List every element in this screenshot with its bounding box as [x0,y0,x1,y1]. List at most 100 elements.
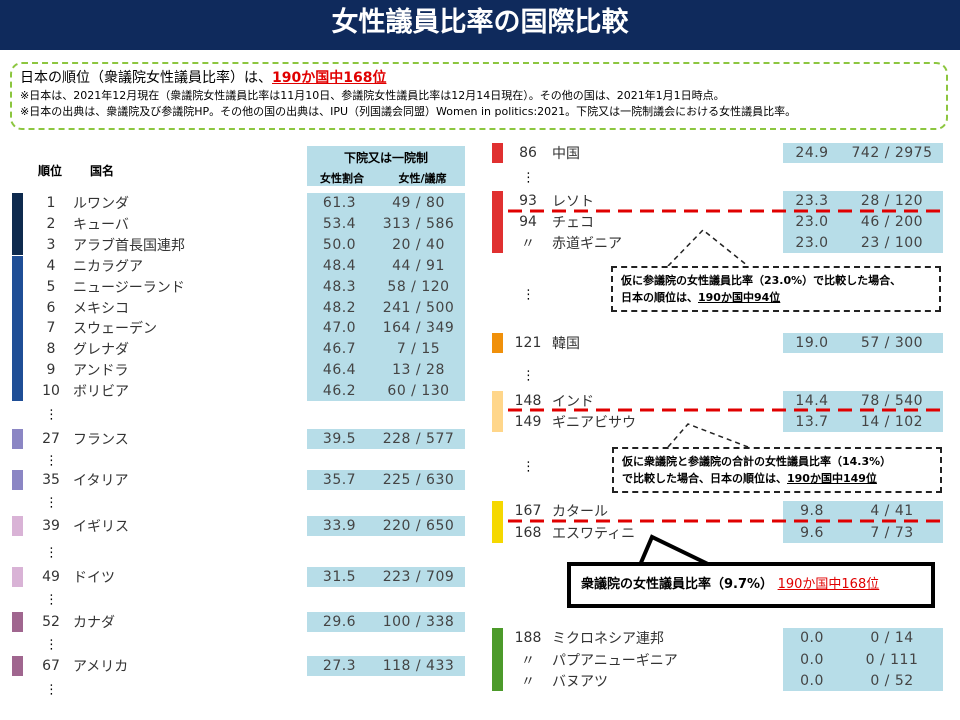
seats: 220 / 650 [382,518,455,534]
seats: 241 / 500 [382,300,455,316]
rank-bar [492,143,503,163]
ellipsis: ⋮ [45,453,58,469]
rank: 167 [514,503,542,519]
rank: 1 [46,195,56,211]
seats: 223 / 709 [382,569,455,585]
seats: 0 / 52 [870,673,914,689]
callout-rank: 190か国中168位 [777,577,880,592]
country: 赤道ギニア [552,236,622,252]
value-band [783,333,943,353]
ratio: 39.5 [322,431,357,447]
ratio: 27.3 [322,658,357,674]
red-lines [508,209,942,523]
rank: 10 [42,383,60,399]
ellipsis: ⋮ [522,170,535,186]
seats: 0 / 14 [870,630,914,646]
col-header: 順位 [38,164,63,178]
ellipsis: ⋮ [45,495,58,511]
rank-bar [12,516,23,536]
ratio: 13.7 [795,414,829,430]
lead-text: 日本の順位（衆議院女性議員比率）は、 [20,70,272,86]
ellipsis: ⋮ [522,368,535,384]
country: ニカラグア [73,259,143,275]
ratio: 53.4 [322,216,357,232]
col-header: 国名 [90,164,115,178]
rank: 52 [42,614,60,630]
country: イギリス [73,519,129,535]
country: エスワティニ [552,526,636,542]
value-band [307,612,465,632]
country: ギニアビサウ [552,415,636,431]
country: パプアニューギニア [552,653,678,669]
seats: 60 / 130 [387,383,450,399]
country: ルワンダ [73,196,129,212]
country: アンドラ [73,363,129,379]
country: バヌアツ [552,674,608,690]
country: カナダ [73,615,115,631]
rank-bar [492,191,503,253]
rank: 4 [46,258,56,274]
country: レソト [552,194,594,210]
col-header: 女性/議席 [398,172,447,185]
value-band [783,143,943,163]
ratio: 35.7 [322,472,357,488]
country: ミクロネシア連邦 [552,631,664,647]
value-band [307,516,465,536]
ellipsis: ⋮ [522,287,535,303]
pointer [667,228,749,267]
callout-rank: 190か国中149位 [787,472,877,485]
ratio: 29.6 [322,614,357,630]
seats: 742 / 2975 [851,145,933,161]
rank: 168 [514,525,542,541]
callout-text: 日本の順位は、 [621,291,698,304]
rank: 93 [519,193,537,209]
ratio: 61.3 [322,195,357,211]
ratio: 19.0 [795,335,829,351]
pointer [638,534,711,567]
value-band [783,191,943,253]
ratio: 14.4 [795,393,829,409]
rank: 39 [42,518,60,534]
seats: 78 / 540 [860,393,924,409]
ratio: 48.2 [322,300,357,316]
seats: 28 / 120 [860,193,924,209]
seats: 49 / 80 [392,195,445,211]
country: アラブ首長国連邦 [73,238,185,254]
rank-bar [492,501,503,543]
country: イタリア [73,473,129,489]
note: ※日本は、2021年12月現在（衆議院女性議員比率は11月10日、参議院女性議員… [20,89,725,102]
seats: 228 / 577 [382,431,455,447]
rank: 〃 [521,653,535,669]
rank-bar [12,193,23,255]
rank: 6 [46,300,56,316]
seats: 4 / 41 [870,503,914,519]
callout: 衆議院の女性議員比率（9.7%） 190か国中168位 [567,562,935,608]
value-band [307,193,465,401]
country: キューバ [73,217,129,233]
header-band [307,146,465,186]
value-band [307,429,465,449]
rank: 3 [46,237,56,253]
rank: 148 [514,393,542,409]
callout: 仮に衆議院と参議院の合計の女性議員比率（14.3%） で比較した場合、日本の順位… [612,447,942,493]
title: 女性議員比率の国際比較 [0,0,960,50]
ellipsis: ⋮ [45,545,58,561]
country: アメリカ [73,659,129,675]
country: インド [552,394,594,410]
country: スウェーデン [73,321,157,337]
callout-text: 仮に参議院の女性議員比率（23.0%）で比較した場合、 [621,274,902,287]
rank: 8 [46,341,56,357]
pointers [667,228,749,448]
rank-bar [492,391,503,432]
seats: 14 / 102 [860,414,924,430]
country: グレナダ [73,342,129,358]
rank: 27 [42,431,60,447]
rank: 149 [514,414,542,430]
seats: 44 / 91 [392,258,445,274]
callout: 仮に参議院の女性議員比率（23.0%）で比較した場合、 日本の順位は、190か国… [611,266,941,312]
seats: 58 / 120 [387,279,450,295]
ratio: 0.0 [800,630,824,646]
country: カタール [552,504,608,520]
country: フランス [73,432,129,448]
